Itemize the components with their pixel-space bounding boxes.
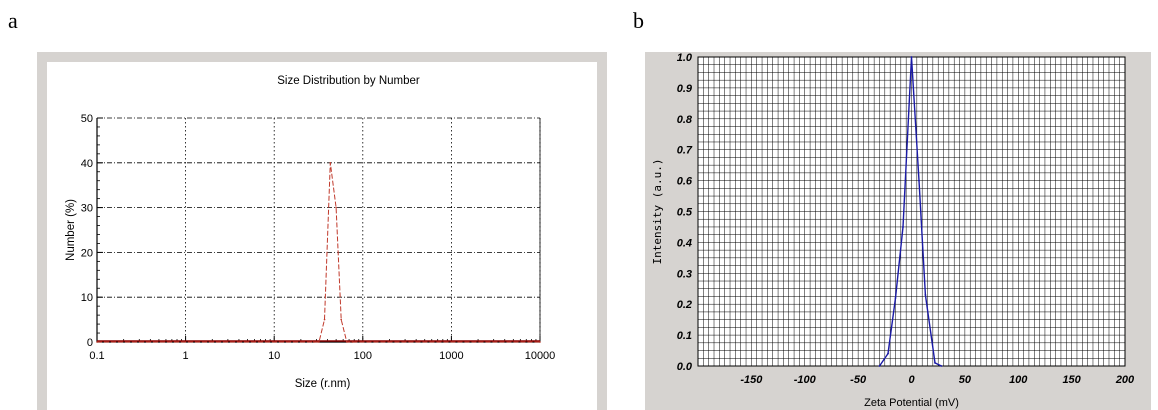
chart-b-data-point xyxy=(878,365,881,367)
chart-a-y-label: Number (%) xyxy=(65,199,77,261)
chart-a-x-label: Size (r.nm) xyxy=(295,378,351,390)
chart-b-x-tick-label: -150 xyxy=(740,374,763,386)
chart-a-data-point xyxy=(340,318,342,321)
chart-b-data-point xyxy=(910,56,913,58)
chart-a-data-point xyxy=(346,341,348,343)
chart-a-data-point xyxy=(318,341,320,343)
chart-b-y-tick-label: 0.6 xyxy=(677,176,693,188)
chart-a-series-line xyxy=(97,162,540,343)
chart-a-title: Size Distribution by Number xyxy=(277,75,420,87)
chart-a-y-tick-label: 10 xyxy=(81,292,93,304)
chart-b-y-tick-label: 0.7 xyxy=(677,145,693,157)
chart-a-data-point xyxy=(323,318,326,321)
chart-a-data-point xyxy=(351,341,354,343)
chart-a-y-tick-label: 20 xyxy=(81,247,93,259)
chart-b-y-label: Intensity (a.u.) xyxy=(651,159,664,265)
chart-b-y-tick-label: 0.2 xyxy=(677,299,692,311)
chart-b-data-point xyxy=(894,297,897,299)
chart-b-x-tick-label: 50 xyxy=(959,374,972,386)
chart-a-x-tick-label: 0.1 xyxy=(89,350,104,362)
chart-a-y-tick-label: 40 xyxy=(81,158,93,170)
chart-b-y-tick-label: 0.3 xyxy=(677,268,692,280)
chart-a-data-point xyxy=(329,162,332,164)
chart-b-data-point xyxy=(902,226,904,228)
chart-b-y-tick-label: 0.5 xyxy=(677,207,693,219)
chart-b-y-tick-label: 0.8 xyxy=(677,114,693,126)
chart-b-y-tick-label: 0.1 xyxy=(677,330,692,342)
chart-a-y-tick-label: 0 xyxy=(87,337,93,349)
chart-a-data-point xyxy=(539,341,541,343)
chart-a-x-tick-label: 1 xyxy=(183,350,189,362)
chart-b-x-tick-label: 150 xyxy=(1062,374,1081,386)
chart-b-data-point xyxy=(887,352,889,355)
chart-b-data-point xyxy=(918,179,920,182)
chart-b-y-tick-label: 0.4 xyxy=(677,237,692,249)
chart-a-data-point xyxy=(313,341,315,343)
chart-b-x-tick-label: 100 xyxy=(1009,374,1028,386)
chart-b-data-point xyxy=(934,362,936,364)
panel-label-b: b xyxy=(633,8,644,33)
chart-a-x-tick-label: 100 xyxy=(354,350,372,362)
chart-b-data-point xyxy=(924,294,927,296)
chart-b-x-tick-label: -50 xyxy=(850,374,867,386)
chart-b-x-tick-label: 0 xyxy=(908,374,915,386)
panel-label-a: a xyxy=(8,8,18,33)
chart-b-x-tick-label: 200 xyxy=(1115,374,1135,386)
chart-b-y-tick-label: 1.0 xyxy=(677,52,693,64)
chart-a-y-tick-label: 50 xyxy=(81,113,93,125)
chart-a-data-point xyxy=(96,341,98,343)
chart-a-x-tick-label: 10 xyxy=(268,350,280,362)
chart-a-data-point xyxy=(335,206,337,209)
chart-a-x-tick-label: 10000 xyxy=(525,350,556,362)
chart-b-y-tick-label: 0.0 xyxy=(677,361,693,373)
chart-b-y-tick-label: 0.9 xyxy=(677,83,693,95)
chart-b-x-label: Zeta Potential (mV) xyxy=(864,397,959,409)
chart-b-x-tick-label: -100 xyxy=(794,374,817,386)
chart-a-plot-area xyxy=(47,62,597,410)
chart-a-x-tick-label: 1000 xyxy=(439,350,463,362)
chart-b-data-point xyxy=(940,365,943,367)
chart-a-y-tick-label: 30 xyxy=(81,203,93,215)
